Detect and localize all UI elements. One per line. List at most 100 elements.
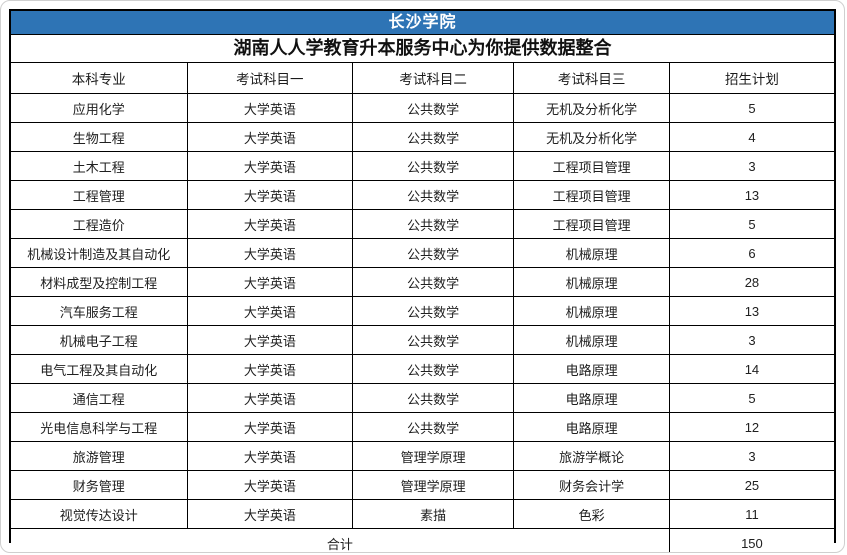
cell-subject-three: 工程项目管理 <box>513 209 670 239</box>
cell-subject-three: 机械原理 <box>513 238 670 268</box>
table-row: 旅游管理 大学英语 管理学原理 旅游学概论 3 <box>11 441 834 471</box>
cell-major: 材料成型及控制工程 <box>11 267 188 297</box>
table-row: 汽车服务工程 大学英语 公共数学 机械原理 13 <box>11 296 834 326</box>
cell-major: 电气工程及其自动化 <box>11 354 188 384</box>
table-row: 电气工程及其自动化 大学英语 公共数学 电路原理 14 <box>11 354 834 384</box>
cell-major: 工程管理 <box>11 180 188 210</box>
cell-subject-one: 大学英语 <box>186 151 354 181</box>
total-label: 合计 <box>11 528 670 552</box>
table-row: 通信工程 大学英语 公共数学 电路原理 5 <box>11 383 834 413</box>
cell-subject-two: 公共数学 <box>352 412 515 442</box>
cell-subject-three: 工程项目管理 <box>513 180 670 210</box>
cell-plan-count: 4 <box>668 122 834 152</box>
total-value: 150 <box>668 528 834 552</box>
cell-major: 土木工程 <box>11 151 188 181</box>
cell-subject-one: 大学英语 <box>186 267 354 297</box>
cell-subject-one: 大学英语 <box>186 470 354 500</box>
table-body: 应用化学 大学英语 公共数学 无机及分析化学 5 生物工程 大学英语 公共数学 无机及分析化学 4… <box>11 93 834 529</box>
column-header: 考试科目二 <box>352 63 515 94</box>
cell-plan-count: 12 <box>668 412 834 442</box>
cell-subject-three: 电路原理 <box>513 354 670 384</box>
cell-plan-count: 11 <box>668 499 834 529</box>
cell-subject-three: 电路原理 <box>513 412 670 442</box>
cell-subject-one: 大学英语 <box>186 209 354 239</box>
cell-plan-count: 28 <box>668 267 834 297</box>
cell-subject-three: 电路原理 <box>513 383 670 413</box>
cell-subject-one: 大学英语 <box>186 296 354 326</box>
cell-plan-count: 14 <box>668 354 834 384</box>
table-row: 财务管理 大学英语 管理学原理 财务会计学 25 <box>11 470 834 500</box>
cell-plan-count: 5 <box>668 93 834 123</box>
table-row: 视觉传达设计 大学英语 素描 色彩 11 <box>11 499 834 529</box>
cell-plan-count: 3 <box>668 151 834 181</box>
cell-subject-one: 大学英语 <box>186 180 354 210</box>
admission-table: 本科专业 考试科目一 考试科目二 考试科目三 招生计划 应用化学 大学英语 公共数学 无机及分… <box>11 63 834 552</box>
page-subtitle: 湖南人人学教育升本服务中心为你提供数据整合 <box>11 35 834 63</box>
cell-subject-one: 大学英语 <box>186 383 354 413</box>
total-row: 合计 150 <box>11 528 834 552</box>
cell-subject-three: 无机及分析化学 <box>513 122 670 152</box>
cell-subject-one: 大学英语 <box>186 325 354 355</box>
cell-subject-one: 大学英语 <box>186 354 354 384</box>
cell-plan-count: 13 <box>668 296 834 326</box>
cell-plan-count: 5 <box>668 383 834 413</box>
table-footer: 合计 150 <box>11 528 834 552</box>
admission-sheet: 长沙学院 湖南人人学教育升本服务中心为你提供数据整合 本科专业 考试科目一 考试科目… <box>9 9 836 552</box>
cell-plan-count: 5 <box>668 209 834 239</box>
table-header: 本科专业 考试科目一 考试科目二 考试科目三 招生计划 <box>11 63 834 94</box>
cell-major: 通信工程 <box>11 383 188 413</box>
cell-major: 光电信息科学与工程 <box>11 412 188 442</box>
cell-major: 工程造价 <box>11 209 188 239</box>
cell-subject-three: 工程项目管理 <box>513 151 670 181</box>
cell-subject-two: 公共数学 <box>352 180 515 210</box>
cell-major: 机械电子工程 <box>11 325 188 355</box>
cell-subject-two: 公共数学 <box>352 122 515 152</box>
cell-subject-two: 公共数学 <box>352 383 515 413</box>
cell-subject-two: 管理学原理 <box>352 441 515 471</box>
cell-plan-count: 3 <box>668 441 834 471</box>
cell-major: 旅游管理 <box>11 441 188 471</box>
cell-subject-two: 公共数学 <box>352 93 515 123</box>
cell-subject-one: 大学英语 <box>186 122 354 152</box>
column-header: 考试科目三 <box>513 63 670 94</box>
cell-subject-one: 大学英语 <box>186 238 354 268</box>
cell-subject-three: 无机及分析化学 <box>513 93 670 123</box>
table-row: 应用化学 大学英语 公共数学 无机及分析化学 5 <box>11 93 834 123</box>
page-title: 长沙学院 <box>11 11 834 35</box>
table-row: 机械设计制造及其自动化 大学英语 公共数学 机械原理 6 <box>11 238 834 268</box>
cell-subject-two: 素描 <box>352 499 515 529</box>
table-row: 光电信息科学与工程 大学英语 公共数学 电路原理 12 <box>11 412 834 442</box>
table-row: 材料成型及控制工程 大学英语 公共数学 机械原理 28 <box>11 267 834 297</box>
cell-subject-one: 大学英语 <box>186 441 354 471</box>
column-header: 招生计划 <box>668 63 834 94</box>
cell-plan-count: 25 <box>668 470 834 500</box>
cell-subject-three: 旅游学概论 <box>513 441 670 471</box>
column-header: 本科专业 <box>11 63 188 94</box>
cell-plan-count: 3 <box>668 325 834 355</box>
cell-major: 应用化学 <box>11 93 188 123</box>
cell-subject-two: 公共数学 <box>352 325 515 355</box>
column-header: 考试科目一 <box>186 63 354 94</box>
cell-subject-three: 财务会计学 <box>513 470 670 500</box>
cell-major: 生物工程 <box>11 122 188 152</box>
cell-subject-three: 机械原理 <box>513 267 670 297</box>
table-row: 工程造价 大学英语 公共数学 工程项目管理 5 <box>11 209 834 239</box>
cell-subject-two: 公共数学 <box>352 296 515 326</box>
cell-subject-two: 公共数学 <box>352 238 515 268</box>
table-row: 生物工程 大学英语 公共数学 无机及分析化学 4 <box>11 122 834 152</box>
header-row: 本科专业 考试科目一 考试科目二 考试科目三 招生计划 <box>11 63 834 94</box>
cell-subject-three: 机械原理 <box>513 296 670 326</box>
cell-subject-two: 公共数学 <box>352 151 515 181</box>
cell-subject-two: 公共数学 <box>352 267 515 297</box>
cell-subject-two: 公共数学 <box>352 354 515 384</box>
cell-subject-three: 色彩 <box>513 499 670 529</box>
cell-plan-count: 13 <box>668 180 834 210</box>
cell-major: 机械设计制造及其自动化 <box>11 238 188 268</box>
cell-plan-count: 6 <box>668 238 834 268</box>
cell-subject-two: 公共数学 <box>352 209 515 239</box>
cell-major: 汽车服务工程 <box>11 296 188 326</box>
cell-major: 财务管理 <box>11 470 188 500</box>
cell-subject-two: 管理学原理 <box>352 470 515 500</box>
cell-subject-one: 大学英语 <box>186 412 354 442</box>
